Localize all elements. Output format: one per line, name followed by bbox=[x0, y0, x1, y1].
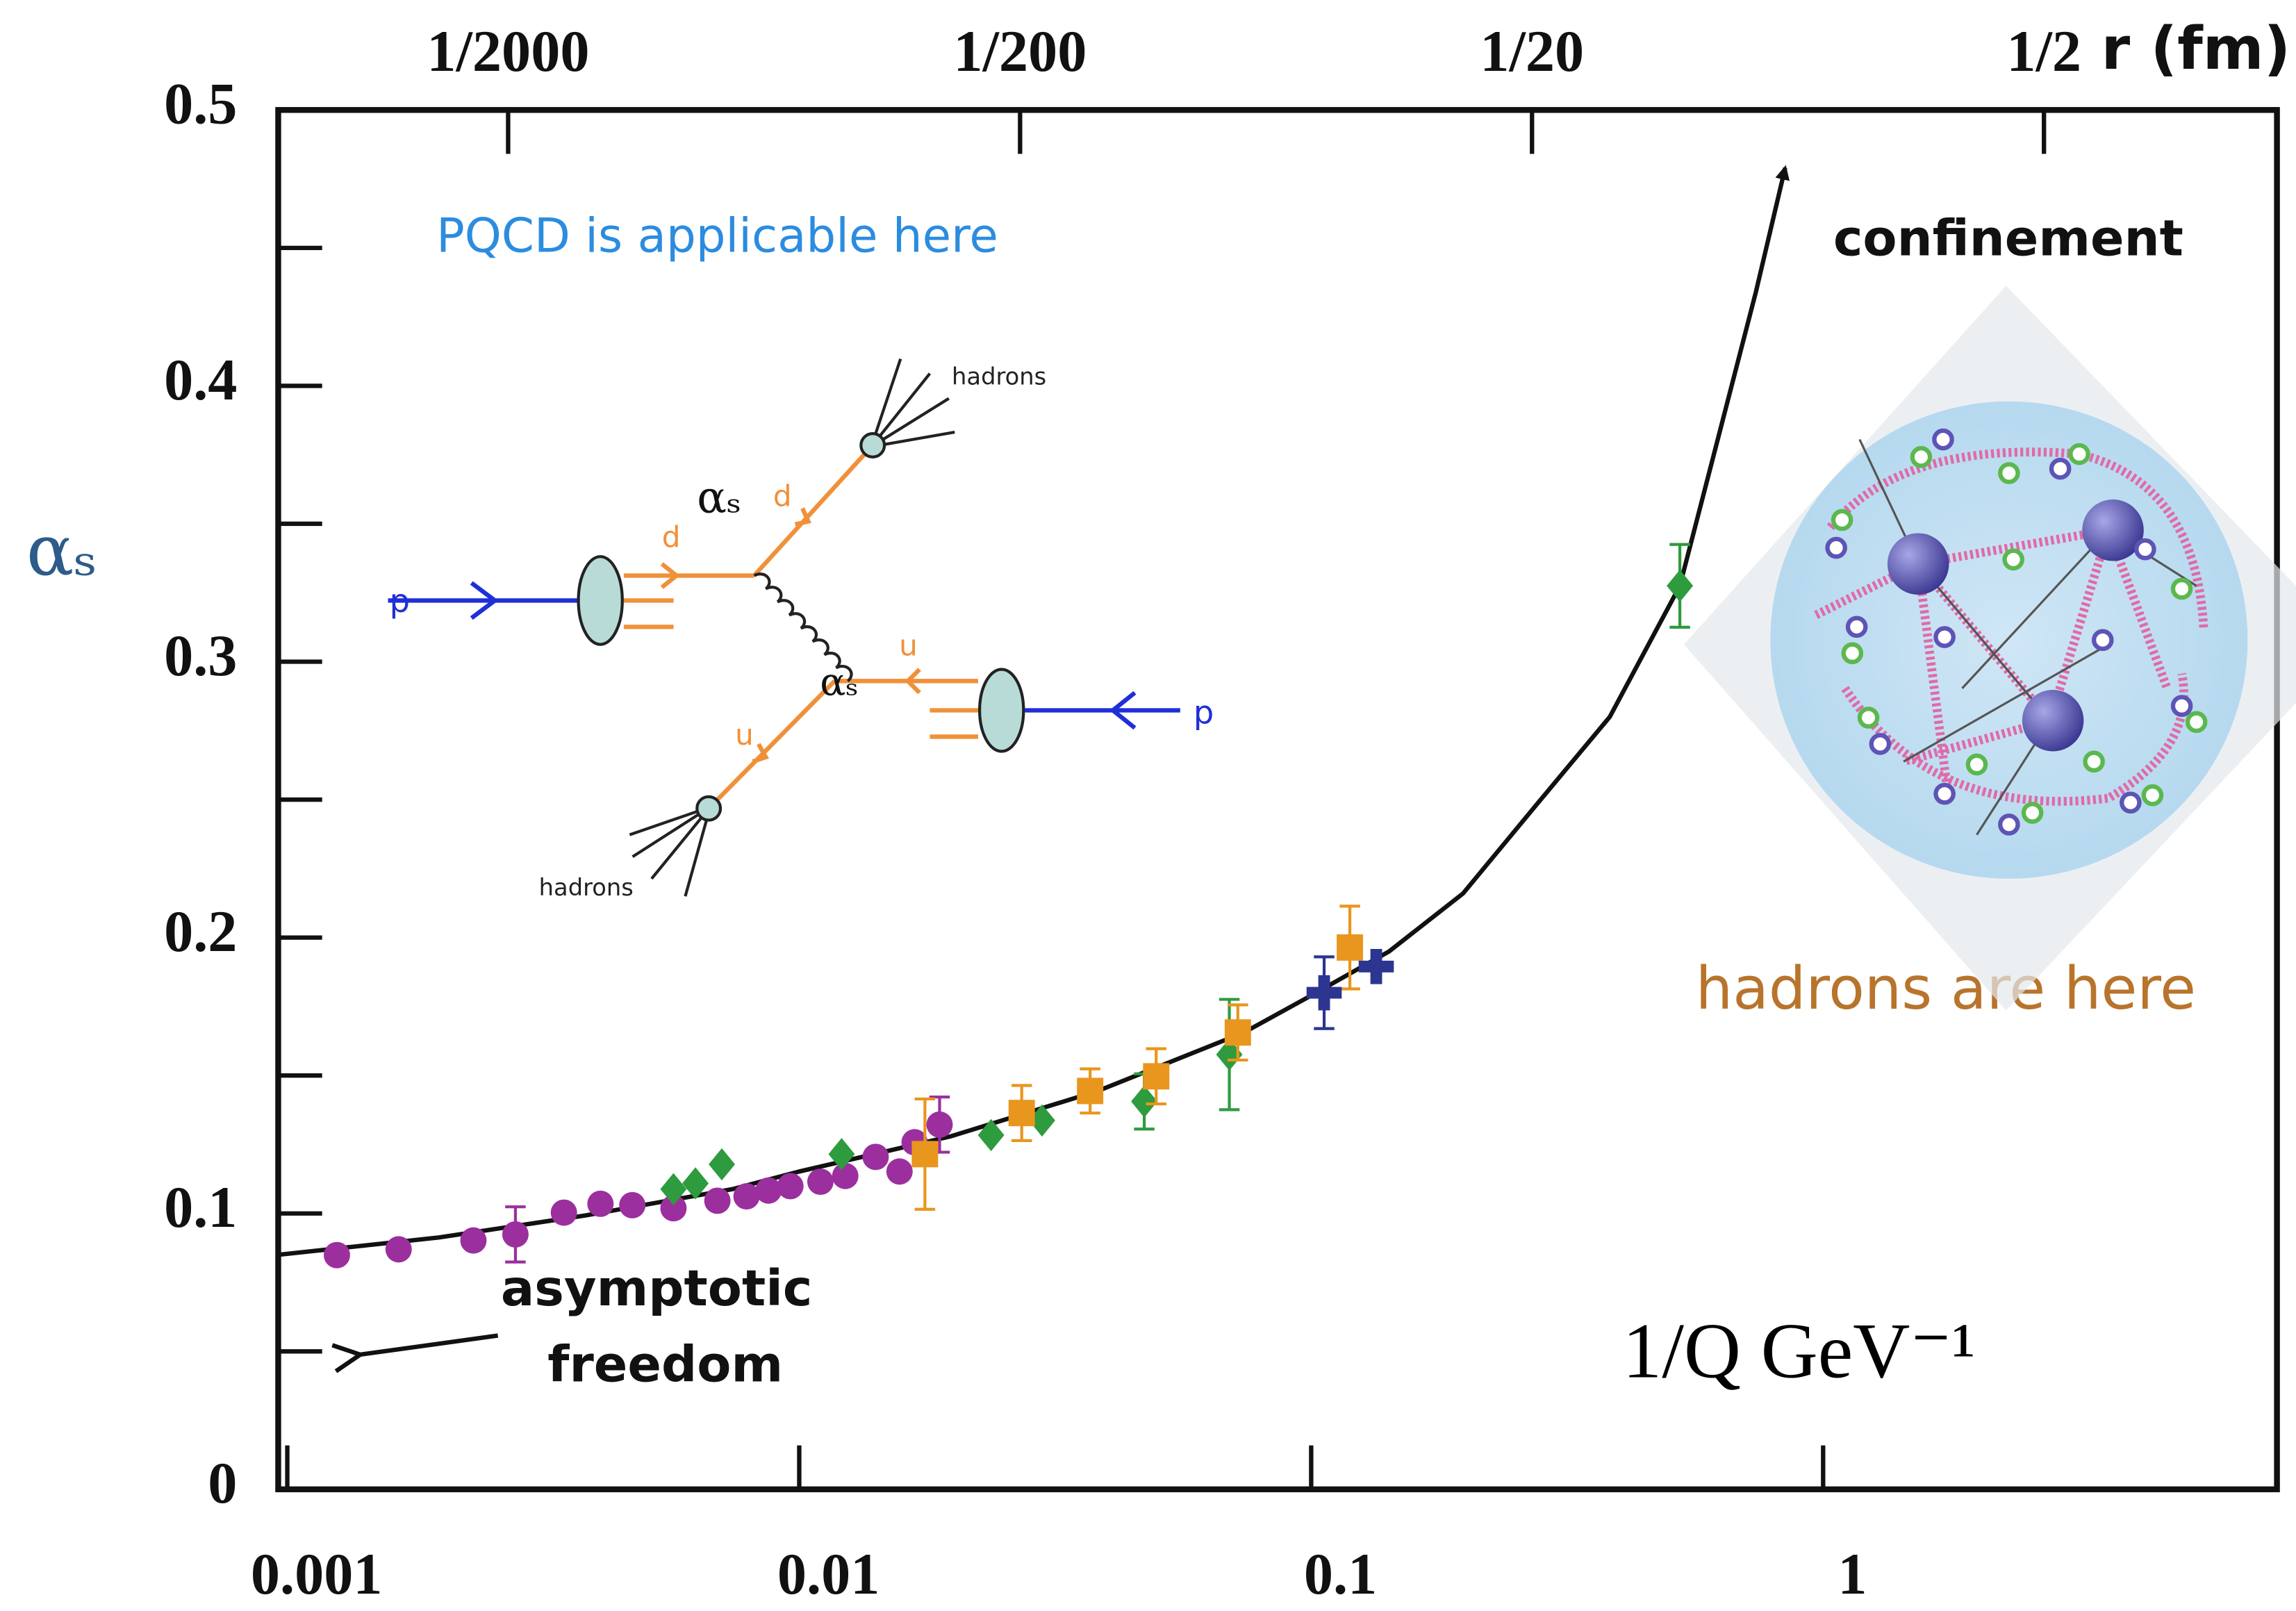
y-tick-label: 0.2 bbox=[164, 900, 237, 964]
data-point bbox=[862, 1143, 889, 1171]
data-point bbox=[1358, 949, 1394, 984]
data-point bbox=[777, 1173, 804, 1200]
data-point bbox=[733, 1183, 760, 1210]
feynman-diagram: hadrons hadrons p p d d u u αₛ αₛ bbox=[388, 358, 1214, 901]
data-point bbox=[1008, 1100, 1035, 1127]
diagram-label: d bbox=[662, 520, 681, 554]
annotation: asymptotic bbox=[501, 1259, 812, 1317]
data-point bbox=[587, 1190, 614, 1217]
x-tick-label: 0.1 bbox=[1304, 1542, 1377, 1607]
x2-tick-label: 1/200 bbox=[953, 19, 1087, 84]
data-point bbox=[502, 1221, 529, 1248]
data-point bbox=[807, 1168, 834, 1196]
data-point bbox=[385, 1236, 412, 1263]
data-point bbox=[619, 1191, 646, 1218]
x2-tick-label: 1/20 bbox=[1480, 19, 1584, 84]
y-tick-label: 0.1 bbox=[164, 1175, 237, 1240]
x2-tick-label: 1/2 bbox=[2006, 19, 2081, 84]
annotation: hadrons are here bbox=[1696, 955, 2196, 1023]
x-axis-label: 1/Q GeV⁻¹ bbox=[1622, 1307, 1975, 1394]
annotation-arrow bbox=[361, 1333, 499, 1355]
data-point bbox=[977, 1118, 1005, 1152]
data-point bbox=[886, 1158, 913, 1185]
y-tick-label: 0 bbox=[208, 1451, 237, 1516]
data-point bbox=[460, 1227, 487, 1254]
data-point bbox=[911, 1141, 939, 1168]
data-point bbox=[1667, 570, 1694, 602]
diagram-label: αₛ bbox=[697, 472, 741, 523]
data-point bbox=[1224, 1019, 1251, 1046]
x-tick-label: 1 bbox=[1837, 1542, 1867, 1607]
plot-area: 0 0.1 0.2 0.3 0.4 0.5 0.001 0.01 0.1 1 1/2000 1/200… bbox=[26, 15, 2290, 1607]
diagram-label: αₛ bbox=[820, 660, 858, 704]
annotation: PQCD is applicable here bbox=[436, 208, 998, 263]
x-tick-label: 0.01 bbox=[777, 1542, 880, 1607]
x2-axis-label: r (fm) bbox=[2101, 15, 2290, 83]
data-point bbox=[1143, 1063, 1170, 1090]
data-point bbox=[709, 1148, 736, 1181]
data-point bbox=[550, 1199, 577, 1226]
data-point bbox=[1337, 934, 1364, 961]
data-point bbox=[1306, 975, 1342, 1011]
y-tick-label: 0.3 bbox=[164, 624, 237, 688]
data-point bbox=[1131, 1085, 1158, 1118]
data-point bbox=[755, 1177, 782, 1204]
annotation: freedom bbox=[547, 1335, 783, 1393]
diagram-label: p bbox=[390, 582, 410, 620]
diagram-label: u bbox=[735, 718, 754, 752]
diagram-label: p bbox=[1194, 693, 1214, 731]
data-point bbox=[660, 1195, 687, 1222]
diagram-label: hadrons bbox=[539, 874, 634, 901]
diagram-label: d bbox=[773, 479, 792, 513]
diagram-label: hadrons bbox=[952, 363, 1046, 390]
proton-illustration bbox=[1683, 286, 2296, 1011]
data-point bbox=[704, 1187, 731, 1214]
x2-tick-label: 1/2000 bbox=[427, 19, 589, 84]
data-point bbox=[832, 1162, 859, 1189]
y-tick-label: 0.5 bbox=[164, 72, 237, 137]
data-point bbox=[926, 1111, 953, 1138]
data-point bbox=[323, 1241, 350, 1269]
y-tick-label: 0.4 bbox=[164, 348, 237, 413]
annotation: confinement bbox=[1833, 209, 2183, 267]
x-tick-label: 0.001 bbox=[251, 1542, 383, 1607]
fit-curve bbox=[278, 165, 1790, 1257]
data-point bbox=[1077, 1077, 1104, 1105]
y-axis-label: αₛ bbox=[26, 509, 97, 591]
diagram-label: u bbox=[899, 628, 918, 662]
